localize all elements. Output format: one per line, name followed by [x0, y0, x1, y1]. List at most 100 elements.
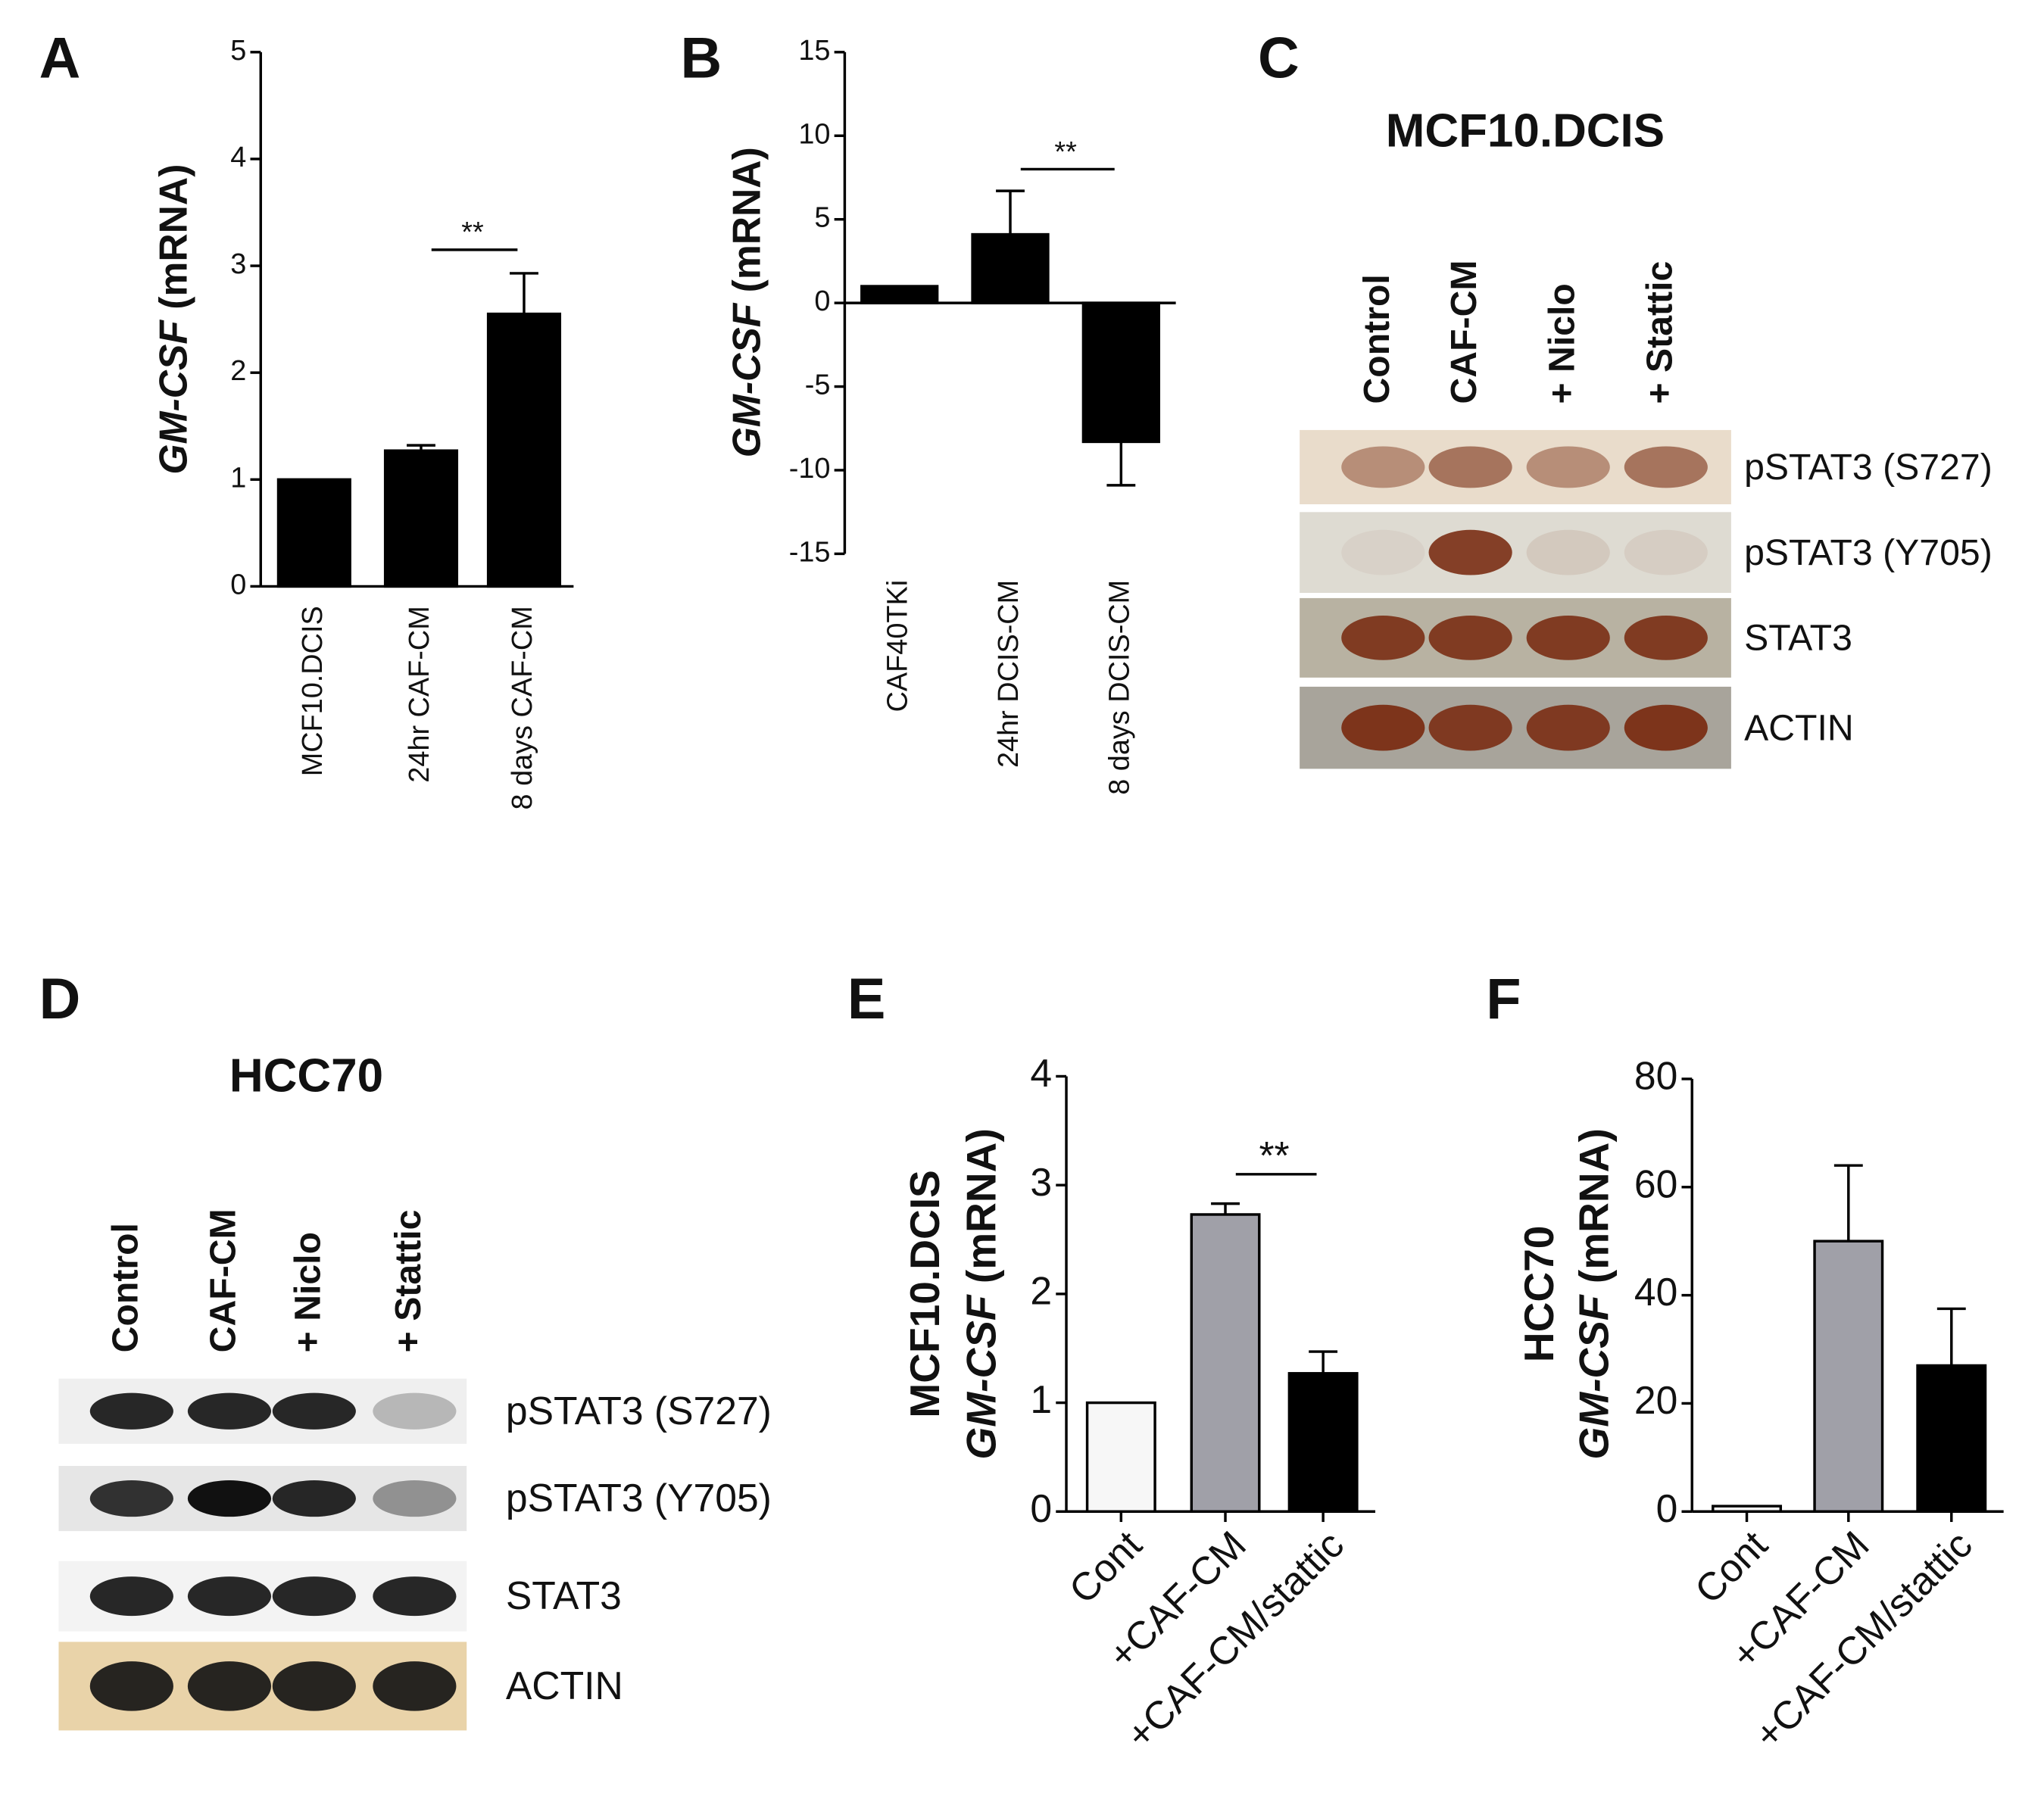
blot-band	[1624, 446, 1708, 488]
blot-band	[272, 1661, 356, 1711]
y-label-gene: GM-CSF	[1570, 1294, 1617, 1460]
error-bar	[1833, 1164, 1863, 1242]
blot-band	[1526, 446, 1610, 488]
blot-band	[89, 1576, 173, 1617]
x-tick-label: 24hr CAF-CM	[404, 606, 435, 782]
lane-label: CAF-CM	[203, 1208, 244, 1352]
bar	[1813, 1240, 1884, 1513]
bar	[486, 312, 562, 588]
y-axis-label: GM-CSF (mRNA)	[151, 164, 195, 475]
panel-letter: F	[1486, 967, 1521, 1031]
y-tick-label: 60	[1634, 1162, 1677, 1205]
y-label-unit: (mRNA)	[1570, 1128, 1617, 1283]
y-label-gene: GM-CSF	[724, 302, 768, 457]
blot-title: MCF10.DCIS	[1386, 105, 1665, 157]
x-tick-label: MCF10.DCIS	[297, 606, 329, 776]
blot-band	[187, 1661, 272, 1711]
error-bar	[996, 189, 1025, 235]
blot-band	[1624, 616, 1708, 660]
blot-band	[1341, 529, 1425, 575]
blot-band	[89, 1480, 173, 1517]
panel-letter: B	[681, 27, 722, 91]
bar	[860, 285, 939, 304]
y-tick-label: 1	[230, 462, 246, 494]
y-tick-label: -15	[789, 536, 831, 568]
blot-band	[1624, 529, 1708, 575]
row-label: ACTIN	[1744, 707, 1854, 748]
blot-band	[272, 1480, 356, 1517]
panel-letter: E	[847, 967, 886, 1031]
blot-band	[1428, 529, 1512, 575]
blot-band	[1428, 704, 1512, 751]
y-axis-label: GM-CSF (mRNA)	[724, 147, 768, 457]
blot-band	[373, 1392, 457, 1430]
bar	[1190, 1213, 1261, 1513]
bar	[971, 232, 1050, 304]
blot-band	[1526, 529, 1610, 575]
row-label: pSTAT3 (Y705)	[506, 1476, 772, 1520]
blot-band	[1341, 616, 1425, 660]
lane-label: Control	[105, 1223, 145, 1352]
y-tick-label: 0	[1030, 1486, 1052, 1530]
lane-label: CAF-CM	[1443, 260, 1484, 404]
blot-band	[272, 1576, 356, 1617]
blot-band	[1526, 616, 1610, 660]
bar	[276, 478, 351, 588]
panel-letter: A	[39, 27, 81, 91]
row-label: ACTIN	[506, 1664, 623, 1707]
y-tick-label: 4	[230, 142, 246, 173]
blot-band	[89, 1661, 173, 1711]
blot-band	[373, 1576, 457, 1617]
y-tick-label: 40	[1634, 1270, 1677, 1314]
y-tick-label: -5	[805, 370, 831, 401]
error-bar	[1936, 1307, 1966, 1366]
row-label: STAT3	[506, 1573, 622, 1617]
y-tick-label: 0	[230, 569, 246, 600]
y-axis-label: MCF10.DCIS	[901, 1170, 948, 1417]
y-axis-label: GM-CSF (mRNA)	[957, 1128, 1004, 1459]
x-tick-label: 8 days DCIS-CM	[1103, 580, 1135, 795]
blot-band	[1428, 616, 1512, 660]
bar	[383, 449, 459, 588]
bar	[1081, 301, 1160, 444]
blot-band	[187, 1576, 272, 1617]
significance-label: **	[461, 217, 484, 248]
y-tick-label: 80	[1634, 1054, 1677, 1098]
blot-band	[187, 1480, 272, 1517]
y-label-unit: (mRNA)	[724, 147, 768, 292]
y-tick-label: 2	[230, 355, 246, 387]
blot-band	[1428, 446, 1512, 488]
x-tick-label: 8 days CAF-CM	[507, 606, 538, 809]
y-tick-label: 5	[230, 35, 246, 67]
significance-label: **	[1259, 1133, 1289, 1177]
blot-band	[89, 1392, 173, 1430]
y-axis-label: HCC70	[1515, 1226, 1562, 1363]
blot-band	[373, 1480, 457, 1517]
y-tick-label: 5	[814, 202, 830, 234]
y-tick-label: 0	[814, 285, 830, 317]
y-axis-label: GM-CSF (mRNA)	[1570, 1128, 1617, 1459]
blot-band	[1341, 704, 1425, 751]
row-label: STAT3	[1744, 618, 1852, 659]
panel-letter: D	[39, 967, 81, 1031]
y-tick-label: 10	[798, 118, 830, 150]
blot-band	[272, 1392, 356, 1430]
x-tick-label: Cont	[1060, 1523, 1150, 1612]
lane-label: + Niclo	[1541, 283, 1582, 404]
bar	[1085, 1401, 1156, 1513]
panel-letter: C	[1258, 27, 1300, 91]
bar	[1287, 1372, 1359, 1513]
lane-label: + Niclo	[287, 1232, 328, 1352]
blot-band	[1526, 704, 1610, 751]
y-label-gene: GM-CSF	[957, 1294, 1004, 1460]
lane-label: + Stattic	[1639, 261, 1680, 404]
blot-band	[1624, 704, 1708, 751]
y-label-unit: (mRNA)	[957, 1128, 1004, 1283]
blot-band	[1341, 446, 1425, 488]
blot-strip	[1300, 512, 1731, 594]
y-tick-label: 3	[1030, 1160, 1052, 1204]
error-bar	[407, 444, 435, 451]
significance-label: **	[1054, 136, 1077, 168]
x-tick-label: 24hr DCIS-CM	[993, 580, 1025, 768]
